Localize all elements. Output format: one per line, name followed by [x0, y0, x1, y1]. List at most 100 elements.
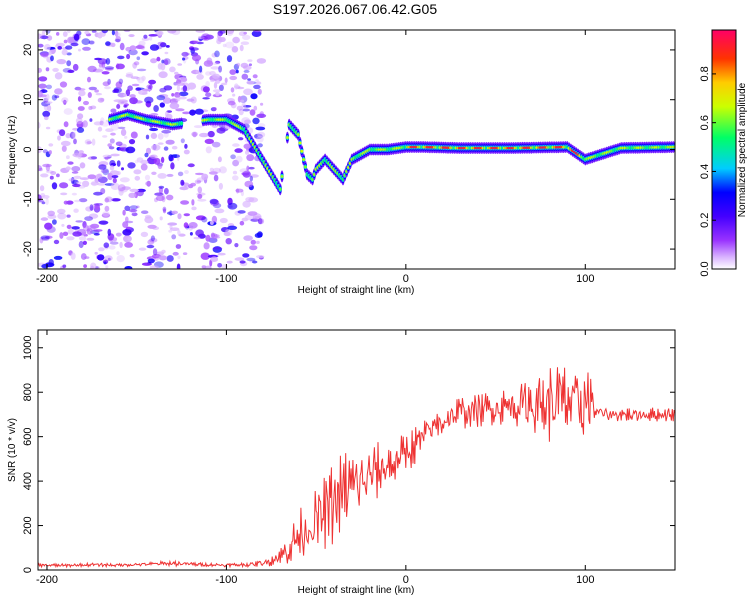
noise-blob [72, 152, 83, 158]
noise-blob [213, 107, 217, 111]
x-tick-label: 100 [576, 574, 594, 586]
noise-blob [93, 203, 104, 206]
noise-blob [133, 61, 140, 66]
noise-blob [148, 79, 157, 85]
noise-blob [116, 32, 121, 38]
colorbar-tick-label: 0.6 [699, 115, 711, 130]
noise-blob [200, 252, 210, 260]
noise-blob [252, 74, 258, 79]
y-tick-label: -20 [22, 241, 34, 257]
noise-blob [260, 102, 264, 106]
noise-blob [67, 36, 75, 44]
noise-blob [40, 52, 49, 58]
noise-blob [217, 252, 226, 256]
noise-blob [40, 173, 49, 178]
noise-blob [77, 153, 82, 160]
noise-blob [147, 239, 155, 246]
noise-blob [109, 138, 115, 144]
spectrogram-y-axis: -20 -10 0 10 20 [22, 44, 675, 257]
noise-blob [183, 222, 189, 229]
noise-blob [240, 41, 250, 45]
noise-blob [127, 85, 133, 91]
x-tick-label: -100 [215, 574, 237, 586]
noise-blob [129, 45, 137, 51]
noise-blob [114, 30, 119, 37]
noise-blob [227, 100, 236, 106]
noise-blob [104, 66, 115, 70]
noise-blob [72, 231, 82, 237]
noise-blob [182, 252, 188, 256]
noise-blob [252, 260, 258, 264]
noise-blob [102, 154, 112, 158]
noise-blob [246, 154, 255, 162]
noise-blob [212, 167, 221, 174]
noise-blob [252, 30, 263, 33]
noise-blob [214, 50, 220, 58]
colorbar-tick-label: 0.8 [699, 66, 711, 81]
noise-blob [232, 93, 236, 97]
noise-blob [46, 35, 53, 41]
noise-blob [167, 222, 178, 226]
colorbar-gradient [711, 29, 737, 270]
noise-blob [44, 222, 53, 230]
noise-blob [195, 30, 206, 33]
noise-blob [48, 143, 54, 147]
noise-blob [128, 192, 137, 198]
noise-blob [138, 247, 147, 251]
noise-blob [62, 100, 67, 104]
noise-blob [249, 174, 259, 178]
noise-blob [156, 95, 166, 101]
y-tick-label: 800 [22, 383, 34, 401]
noise-blob [238, 31, 246, 36]
noise-blob [149, 265, 159, 269]
noise-blob [48, 150, 52, 155]
noise-blob [97, 254, 105, 261]
ridge-segment [278, 188, 282, 191]
noise-blob [77, 106, 85, 111]
noise-blob [177, 171, 184, 177]
noise-blob [104, 197, 110, 203]
noise-blob [98, 220, 109, 225]
noise-blob [252, 117, 260, 125]
noise-blob [255, 79, 259, 82]
noise-blob [71, 192, 77, 196]
noise-blob [38, 76, 48, 82]
noise-blob [72, 63, 79, 71]
noise-blob [257, 231, 263, 238]
y-tick-label: 200 [22, 516, 34, 534]
noise-blob [215, 60, 221, 64]
colorbar: 0.0 0.2 0.4 0.6 0.8 Normalized spectral ampl… [699, 29, 748, 277]
noise-blob [153, 105, 159, 112]
noise-blob [176, 153, 180, 161]
noise-blob [104, 86, 111, 90]
noise-blob [108, 146, 115, 150]
noise-blob [135, 45, 145, 50]
noise-blob [145, 134, 150, 140]
noise-blob [63, 108, 73, 115]
noise-blob [129, 205, 138, 210]
noise-blob [146, 244, 155, 249]
x-tick-label: -200 [36, 273, 58, 285]
noise-blob [82, 224, 89, 232]
noise-blob [124, 242, 133, 248]
noise-blob [39, 185, 45, 192]
noise-blob [123, 103, 129, 107]
noise-blob [87, 76, 91, 83]
snr-frame [37, 329, 676, 571]
noise-blob [209, 167, 214, 172]
noise-blob [39, 94, 47, 98]
noise-blob [162, 208, 167, 214]
noise-blob [169, 66, 176, 73]
noise-blob [210, 66, 220, 70]
noise-blob [125, 216, 129, 223]
noise-blob [124, 104, 128, 108]
noise-blob [227, 202, 238, 210]
noise-blob [147, 258, 155, 264]
noise-blob [38, 43, 44, 48]
colorbar-tick-label: 0.2 [699, 213, 711, 228]
noise-blob [103, 242, 110, 248]
noise-blob [257, 131, 266, 138]
noise-blob [141, 262, 152, 266]
noise-blob [118, 147, 124, 151]
noise-blob [90, 181, 99, 186]
